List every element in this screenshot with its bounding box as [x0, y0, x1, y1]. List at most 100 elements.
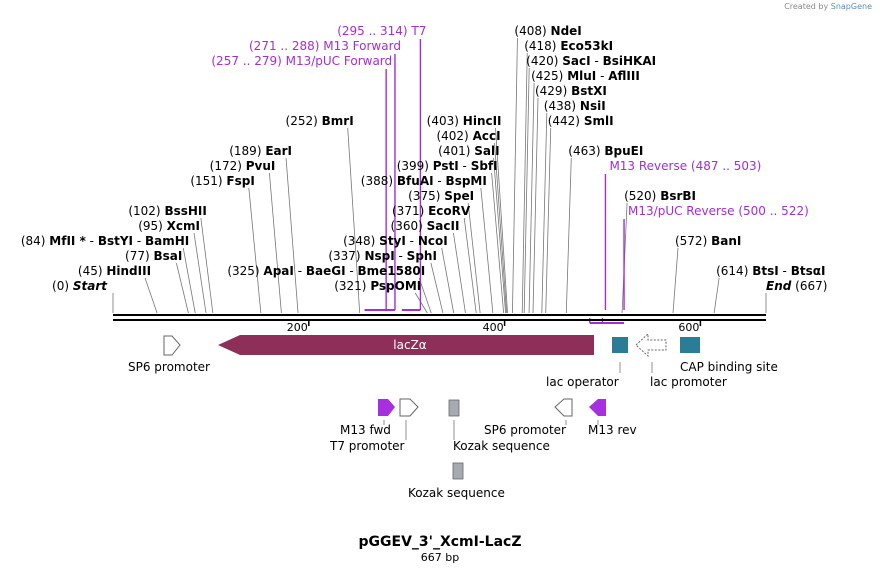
enzyme-name[interactable]: PspOMI — [370, 279, 421, 293]
primer-label-m13-puc-reverse-500-522[interactable]: M13/pUC Reverse (500 .. 522) — [628, 204, 809, 218]
enzyme-name[interactable]: SphI — [407, 249, 437, 263]
leader-spei — [467, 202, 481, 314]
enzyme-name[interactable]: EcoRV — [428, 204, 471, 218]
site-label-hindiii[interactable]: (45) HindIII — [78, 264, 151, 278]
enzyme-name[interactable]: BamHI — [145, 234, 189, 248]
enzyme-name[interactable]: XcmI — [167, 219, 200, 233]
site-label-styi[interactable]: (348) StyI - NcoI — [343, 234, 448, 248]
enzyme-name[interactable]: SacI — [562, 54, 590, 68]
enzyme-name[interactable]: NsiI — [580, 99, 606, 113]
enzyme-name[interactable]: FspI — [226, 174, 254, 188]
enzyme-name[interactable]: BtsαI — [791, 264, 826, 278]
site-label-nspi[interactable]: (337) NspI - SphI — [328, 249, 437, 263]
m13-fwd[interactable]: M13 fwd — [340, 399, 395, 437]
m13-rev[interactable]: M13 rev — [588, 399, 637, 437]
enzyme-name[interactable]: SalI — [474, 144, 499, 158]
primer-label-295-314-t7[interactable]: (295 .. 314) T7 — [337, 24, 426, 38]
site-label-ndei[interactable]: (408) NdeI — [514, 24, 581, 38]
t7-promoter[interactable]: T7 promoter — [329, 398, 419, 453]
site-label-pspomi[interactable]: (321) PspOMI — [334, 279, 421, 293]
enzyme-name[interactable]: AflIII — [608, 69, 640, 83]
site-label-xcmi[interactable]: (95) XcmI — [138, 219, 200, 233]
site-label-apai[interactable]: (325) ApaI - BaeGI - Bme1580I — [227, 264, 425, 278]
site-label-bsai[interactable]: (77) BsaI — [125, 249, 182, 263]
site-label-ecorv[interactable]: (371) EcoRV — [392, 204, 471, 218]
site-label-bfuai[interactable]: (388) BfuAI - BspMI — [361, 174, 487, 188]
enzyme-name[interactable]: BsrBI — [660, 189, 696, 203]
site-label-bani[interactable]: (572) BanI — [675, 234, 741, 248]
site-label-nsii[interactable]: (438) NsiI — [544, 99, 606, 113]
site-label-acci[interactable]: (402) AccI — [436, 129, 500, 143]
enzyme-name[interactable]: MfII * — [49, 234, 86, 248]
sp6-promoter-top-label: SP6 promoter — [128, 360, 210, 374]
site-position: (172) — [210, 159, 242, 173]
site-label-pvui[interactable]: (172) PvuI — [210, 159, 276, 173]
site-label-saci[interactable]: (420) SacI - BsiHKAI — [526, 54, 656, 68]
site-label-mfii[interactable]: (84) MfII * - BstYI - BamHI — [21, 234, 189, 248]
leader-hincii — [495, 127, 508, 314]
site-separator: - — [86, 234, 98, 248]
enzyme-name[interactable]: StyI — [379, 234, 406, 248]
site-label-bsshii[interactable]: (102) BssHII — [128, 204, 207, 218]
site-label-hincii[interactable]: (403) HincII — [427, 114, 502, 128]
primer-label-m13-reverse-487-503[interactable]: M13 Reverse (487 .. 503) — [609, 159, 761, 173]
sp6-promoter-bottom[interactable]: SP6 promoter — [484, 398, 573, 437]
enzyme-name[interactable]: HincII — [463, 114, 502, 128]
site-label-psti[interactable]: (399) PstI - SbfI — [397, 159, 498, 173]
sp6-promoter-top[interactable]: SP6 promoter — [128, 335, 210, 374]
kozak-sequence-1[interactable]: Kozak sequence — [448, 399, 550, 453]
kozak-sequence-2[interactable]: Kozak sequence — [408, 462, 505, 500]
enzyme-name[interactable]: BpuEI — [604, 144, 643, 158]
enzyme-name[interactable]: ApaI — [263, 264, 293, 278]
lac-promoter[interactable]: lac promoter — [635, 332, 727, 389]
site-label-spei[interactable]: (375) SpeI — [408, 189, 474, 203]
sequence-backbone[interactable] — [113, 314, 766, 321]
primer-label-271-288-m13-forward[interactable]: (271 .. 288) M13 Forward — [249, 39, 401, 53]
site-label-sacii[interactable]: (360) SacII — [391, 219, 460, 233]
site-label-bpuei[interactable]: (463) BpuEI — [568, 144, 643, 158]
enzyme-name[interactable]: BtsI — [752, 264, 779, 278]
enzyme-name[interactable]: BsiHKAI — [603, 54, 657, 68]
enzyme-name[interactable]: PstI — [433, 159, 459, 173]
enzyme-name[interactable]: BfuAI — [397, 174, 434, 188]
site-separator: - — [133, 234, 145, 248]
site-label-bmri[interactable]: (252) BmrI — [286, 114, 354, 128]
site-label-mlui[interactable]: (425) MluI - AflIII — [531, 69, 640, 83]
lacz-label: lacZα — [393, 338, 427, 352]
primer-label-257-279-m13-puc-forward[interactable]: (257 .. 279) M13/pUC Forward — [211, 54, 392, 68]
enzyme-name[interactable]: SacII — [427, 219, 460, 233]
enzyme-name[interactable]: NdeI — [551, 24, 582, 38]
enzyme-name[interactable]: BstXI — [571, 84, 607, 98]
enzyme-name[interactable]: AccI — [473, 129, 501, 143]
enzyme-name[interactable]: Eco53kI — [560, 39, 613, 53]
enzyme-name[interactable]: PvuI — [246, 159, 276, 173]
enzyme-name[interactable]: HindIII — [106, 264, 151, 278]
enzyme-name[interactable]: SpeI — [444, 189, 474, 203]
cap-binding-site[interactable]: CAP binding site — [680, 337, 778, 374]
lac-operator[interactable]: lac operator — [546, 337, 628, 389]
enzyme-name[interactable]: BsaI — [154, 249, 183, 263]
enzyme-name[interactable]: NspI — [364, 249, 394, 263]
enzyme-name[interactable]: SmlI — [584, 114, 614, 128]
site-label-bstxi[interactable]: (429) BstXI — [535, 84, 607, 98]
enzyme-name[interactable]: SbfI — [471, 159, 498, 173]
site-label-eco53ki[interactable]: (418) Eco53kI — [524, 39, 613, 53]
enzyme-name[interactable]: BstYI — [98, 234, 133, 248]
lacz-feature[interactable]: lacZα — [218, 335, 594, 355]
enzyme-name[interactable]: Bme1580I — [358, 264, 426, 278]
site-label-smli[interactable]: (442) SmlI — [548, 114, 614, 128]
enzyme-name[interactable]: NcoI — [418, 234, 448, 248]
enzyme-name[interactable]: BspMI — [446, 174, 487, 188]
site-label-eari[interactable]: (189) EarI — [229, 144, 292, 158]
site-label-bsrbi[interactable]: (520) BsrBI — [624, 189, 696, 203]
enzyme-name[interactable]: BaeGI — [306, 264, 346, 278]
site-label-btsi[interactable]: (614) BtsI - BtsαI — [716, 264, 825, 278]
enzyme-name[interactable]: EarI — [265, 144, 292, 158]
site-label-fspi[interactable]: (151) FspI — [190, 174, 255, 188]
enzyme-name[interactable]: BmrI — [322, 114, 354, 128]
enzyme-name[interactable]: BanI — [711, 234, 741, 248]
site-label-sali[interactable]: (401) SalI — [438, 144, 499, 158]
enzyme-name[interactable]: MluI — [567, 69, 596, 83]
enzyme-name[interactable]: BssHII — [164, 204, 206, 218]
